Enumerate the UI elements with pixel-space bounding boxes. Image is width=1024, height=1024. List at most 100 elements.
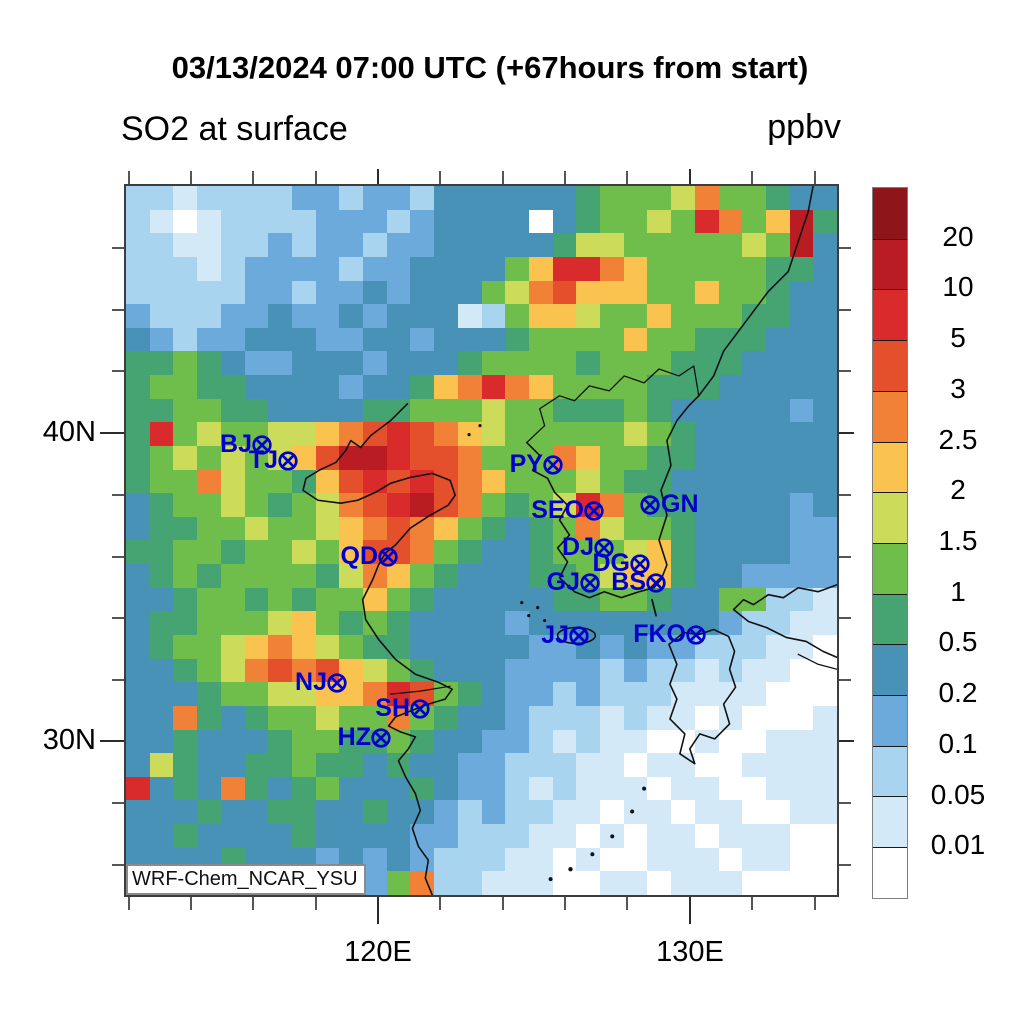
heatmap-cell [244,658,269,683]
heatmap-cell [220,469,245,494]
heatmap-cell [173,753,198,777]
heatmap-cell [718,729,743,754]
heatmap-cell [386,209,411,234]
heatmap-cell [742,705,766,730]
heatmap-cell [600,871,624,895]
heatmap-cell [126,469,150,494]
heatmap-cell [528,327,553,352]
heatmap-cell [694,422,719,446]
heatmap-cell [813,776,837,801]
heatmap-cell [576,682,600,706]
heatmap-cell [481,469,506,494]
heatmap-cell [268,824,292,848]
heatmap-cell [765,753,790,777]
heatmap-cell [528,233,553,257]
heatmap-cell [718,540,743,565]
heatmap-cell [528,753,553,777]
heatmap-cell [386,280,411,305]
heatmap-cell [671,516,695,541]
heatmap-cell [528,705,553,730]
heatmap-cell [315,280,340,305]
heatmap-cell [339,540,363,565]
heatmap-cell [647,847,672,872]
heatmap-cell [457,540,482,565]
station-label: DG [592,549,631,577]
heatmap-cell [363,493,387,517]
heatmap-cell [600,469,624,494]
colorbar-tick-label: 0.2 [938,677,978,709]
heatmap-cell [339,422,363,446]
heatmap-cell [647,682,672,706]
heatmap-cell [244,351,269,376]
heatmap-cell [457,705,482,730]
heatmap-cell [197,304,221,328]
heatmap-cell [505,351,529,376]
heatmap-cell [765,800,790,825]
heatmap-cell [481,540,506,565]
heatmap-cell [386,445,411,470]
heatmap-cell [386,493,411,517]
heatmap-cell [386,422,411,446]
y-minor-tick [112,370,124,372]
heatmap-cell [220,564,245,588]
heatmap-cell [718,635,743,659]
heatmap-cell [220,327,245,352]
heatmap-cell [268,564,292,588]
heatmap-cell [197,445,221,470]
heatmap-cell [576,398,600,423]
heatmap-cell [149,375,174,399]
heatmap-cell [434,186,458,210]
heatmap-cell [126,824,150,848]
circled-x-marker-icon [376,545,400,574]
heatmap-cell [552,209,577,234]
heatmap-cell [765,682,790,706]
heatmap-cell [244,516,269,541]
heatmap-cell [623,186,648,210]
heatmap-cell [481,209,506,234]
heatmap-cell [647,186,672,210]
heatmap-cell [623,493,648,517]
heatmap-cell [315,398,340,423]
heatmap-cell [149,327,174,352]
heatmap-cell [481,705,506,730]
heatmap-cell [789,635,814,659]
heatmap-cell [339,776,363,801]
heatmap-cell [291,564,316,588]
heatmap-cell [197,753,221,777]
heatmap-cell [600,800,624,825]
heatmap-cell [576,422,600,446]
heatmap-cell [457,186,482,210]
heatmap-cell [528,776,553,801]
heatmap-cell [457,280,482,305]
heatmap-cell [386,375,411,399]
heatmap-cell [126,611,150,636]
heatmap-cell [268,186,292,210]
heatmap-cell [552,705,577,730]
heatmap-cell [457,327,482,352]
heatmap-cell [481,327,506,352]
heatmap-cell [528,493,553,517]
station-label: GJ [546,568,580,596]
circled-x-marker-icon [567,624,591,653]
x-minor-tick [502,897,504,910]
heatmap-cell [481,398,506,423]
heatmap-cell [789,705,814,730]
heatmap-cell [552,422,577,446]
heatmap-cell [197,658,221,683]
colorbar-tick-label: 2.5 [938,423,978,455]
heatmap-cell [623,729,648,754]
x-minor-tick [315,897,317,910]
map-panel: BJ TJ QD PY SEO GN DJ DG GJ BS JJ FKO NJ SH HZ WRF-Che… [124,184,839,897]
heatmap-cell [528,824,553,848]
heatmap-cell [552,776,577,801]
heatmap-cell [339,398,363,423]
heatmap-cell [552,469,577,494]
heatmap-cell [339,753,363,777]
heatmap-cell [386,847,411,872]
heatmap-cell [481,564,506,588]
heatmap-cell [789,304,814,328]
heatmap-cell [505,705,529,730]
china-coastline [302,402,456,895]
heatmap-cell [671,776,695,801]
